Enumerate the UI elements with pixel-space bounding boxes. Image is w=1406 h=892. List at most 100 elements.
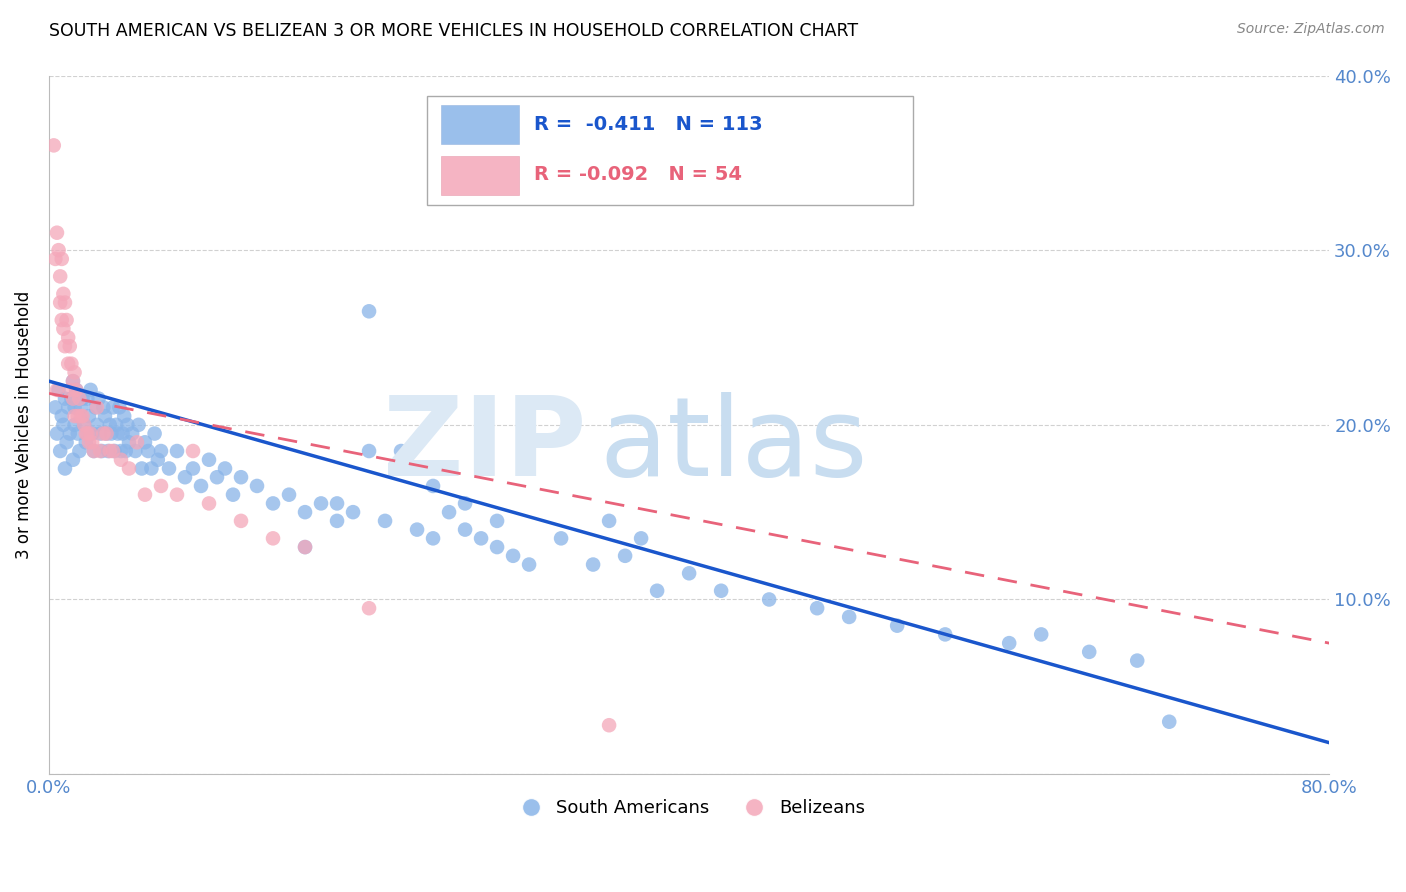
Point xyxy=(141,461,163,475)
Point xyxy=(374,514,396,528)
Point xyxy=(60,357,83,371)
Point xyxy=(198,496,221,510)
Point xyxy=(75,435,97,450)
Point xyxy=(49,269,72,284)
Point xyxy=(454,523,477,537)
Point xyxy=(198,452,221,467)
Point xyxy=(550,532,572,546)
Point xyxy=(46,426,69,441)
Point xyxy=(205,470,228,484)
Point xyxy=(55,313,77,327)
Point xyxy=(107,426,129,441)
Point xyxy=(108,401,131,415)
Point xyxy=(166,444,188,458)
Point xyxy=(63,409,86,423)
Point xyxy=(101,444,124,458)
Point xyxy=(56,330,79,344)
Point xyxy=(357,304,380,318)
Point xyxy=(136,444,159,458)
Point xyxy=(229,514,252,528)
Point xyxy=(53,295,76,310)
Point xyxy=(114,444,136,458)
Point xyxy=(143,426,166,441)
Point xyxy=(79,426,101,441)
Point xyxy=(262,532,284,546)
Point xyxy=(389,444,412,458)
Point xyxy=(214,461,236,475)
Point xyxy=(131,461,153,475)
Point xyxy=(86,417,108,432)
Point xyxy=(76,426,98,441)
Point xyxy=(77,435,100,450)
Point xyxy=(146,452,169,467)
Legend: South Americans, Belizeans: South Americans, Belizeans xyxy=(505,792,873,824)
Point xyxy=(66,426,89,441)
Point xyxy=(326,496,349,510)
Point xyxy=(62,392,84,406)
Point xyxy=(262,496,284,510)
Point xyxy=(98,444,121,458)
Point xyxy=(52,322,75,336)
Point xyxy=(56,357,79,371)
Point xyxy=(1159,714,1181,729)
Point xyxy=(806,601,828,615)
Point xyxy=(72,392,94,406)
Point xyxy=(326,514,349,528)
Point xyxy=(934,627,956,641)
Point xyxy=(710,583,733,598)
Text: Source: ZipAtlas.com: Source: ZipAtlas.com xyxy=(1237,22,1385,37)
Point xyxy=(111,426,134,441)
Point xyxy=(118,461,141,475)
Point xyxy=(59,383,82,397)
Point xyxy=(63,401,86,415)
Point xyxy=(44,252,66,266)
Point xyxy=(52,286,75,301)
Point xyxy=(357,444,380,458)
Point xyxy=(62,374,84,388)
Point xyxy=(67,392,90,406)
Point xyxy=(1031,627,1053,641)
Point xyxy=(63,417,86,432)
Point xyxy=(502,549,524,563)
Point xyxy=(62,374,84,388)
Point xyxy=(87,392,110,406)
Point xyxy=(73,417,96,432)
Point xyxy=(110,452,132,467)
Point xyxy=(51,313,73,327)
Point xyxy=(110,444,132,458)
Point xyxy=(73,417,96,432)
Point xyxy=(75,426,97,441)
Point xyxy=(101,401,124,415)
Text: SOUTH AMERICAN VS BELIZEAN 3 OR MORE VEHICLES IN HOUSEHOLD CORRELATION CHART: SOUTH AMERICAN VS BELIZEAN 3 OR MORE VEH… xyxy=(49,22,858,40)
Point xyxy=(90,444,112,458)
Point xyxy=(65,383,87,397)
Point xyxy=(598,514,620,528)
Point xyxy=(84,401,107,415)
Point xyxy=(1126,654,1149,668)
Point xyxy=(246,479,269,493)
Point xyxy=(294,540,316,554)
Point xyxy=(422,532,444,546)
Point xyxy=(105,417,128,432)
Point xyxy=(82,426,104,441)
Point xyxy=(128,417,150,432)
Point xyxy=(118,435,141,450)
Point xyxy=(229,470,252,484)
Point xyxy=(86,401,108,415)
Point xyxy=(93,426,115,441)
Point xyxy=(56,401,79,415)
Point xyxy=(72,409,94,423)
Point xyxy=(70,409,93,423)
Point xyxy=(342,505,364,519)
Point xyxy=(65,383,87,397)
Point xyxy=(614,549,637,563)
Point xyxy=(59,426,82,441)
Point xyxy=(678,566,700,581)
Point xyxy=(422,479,444,493)
Point xyxy=(52,417,75,432)
Point xyxy=(470,532,492,546)
Point xyxy=(53,339,76,353)
Point xyxy=(309,496,332,510)
Point xyxy=(96,426,118,441)
Point xyxy=(103,444,125,458)
